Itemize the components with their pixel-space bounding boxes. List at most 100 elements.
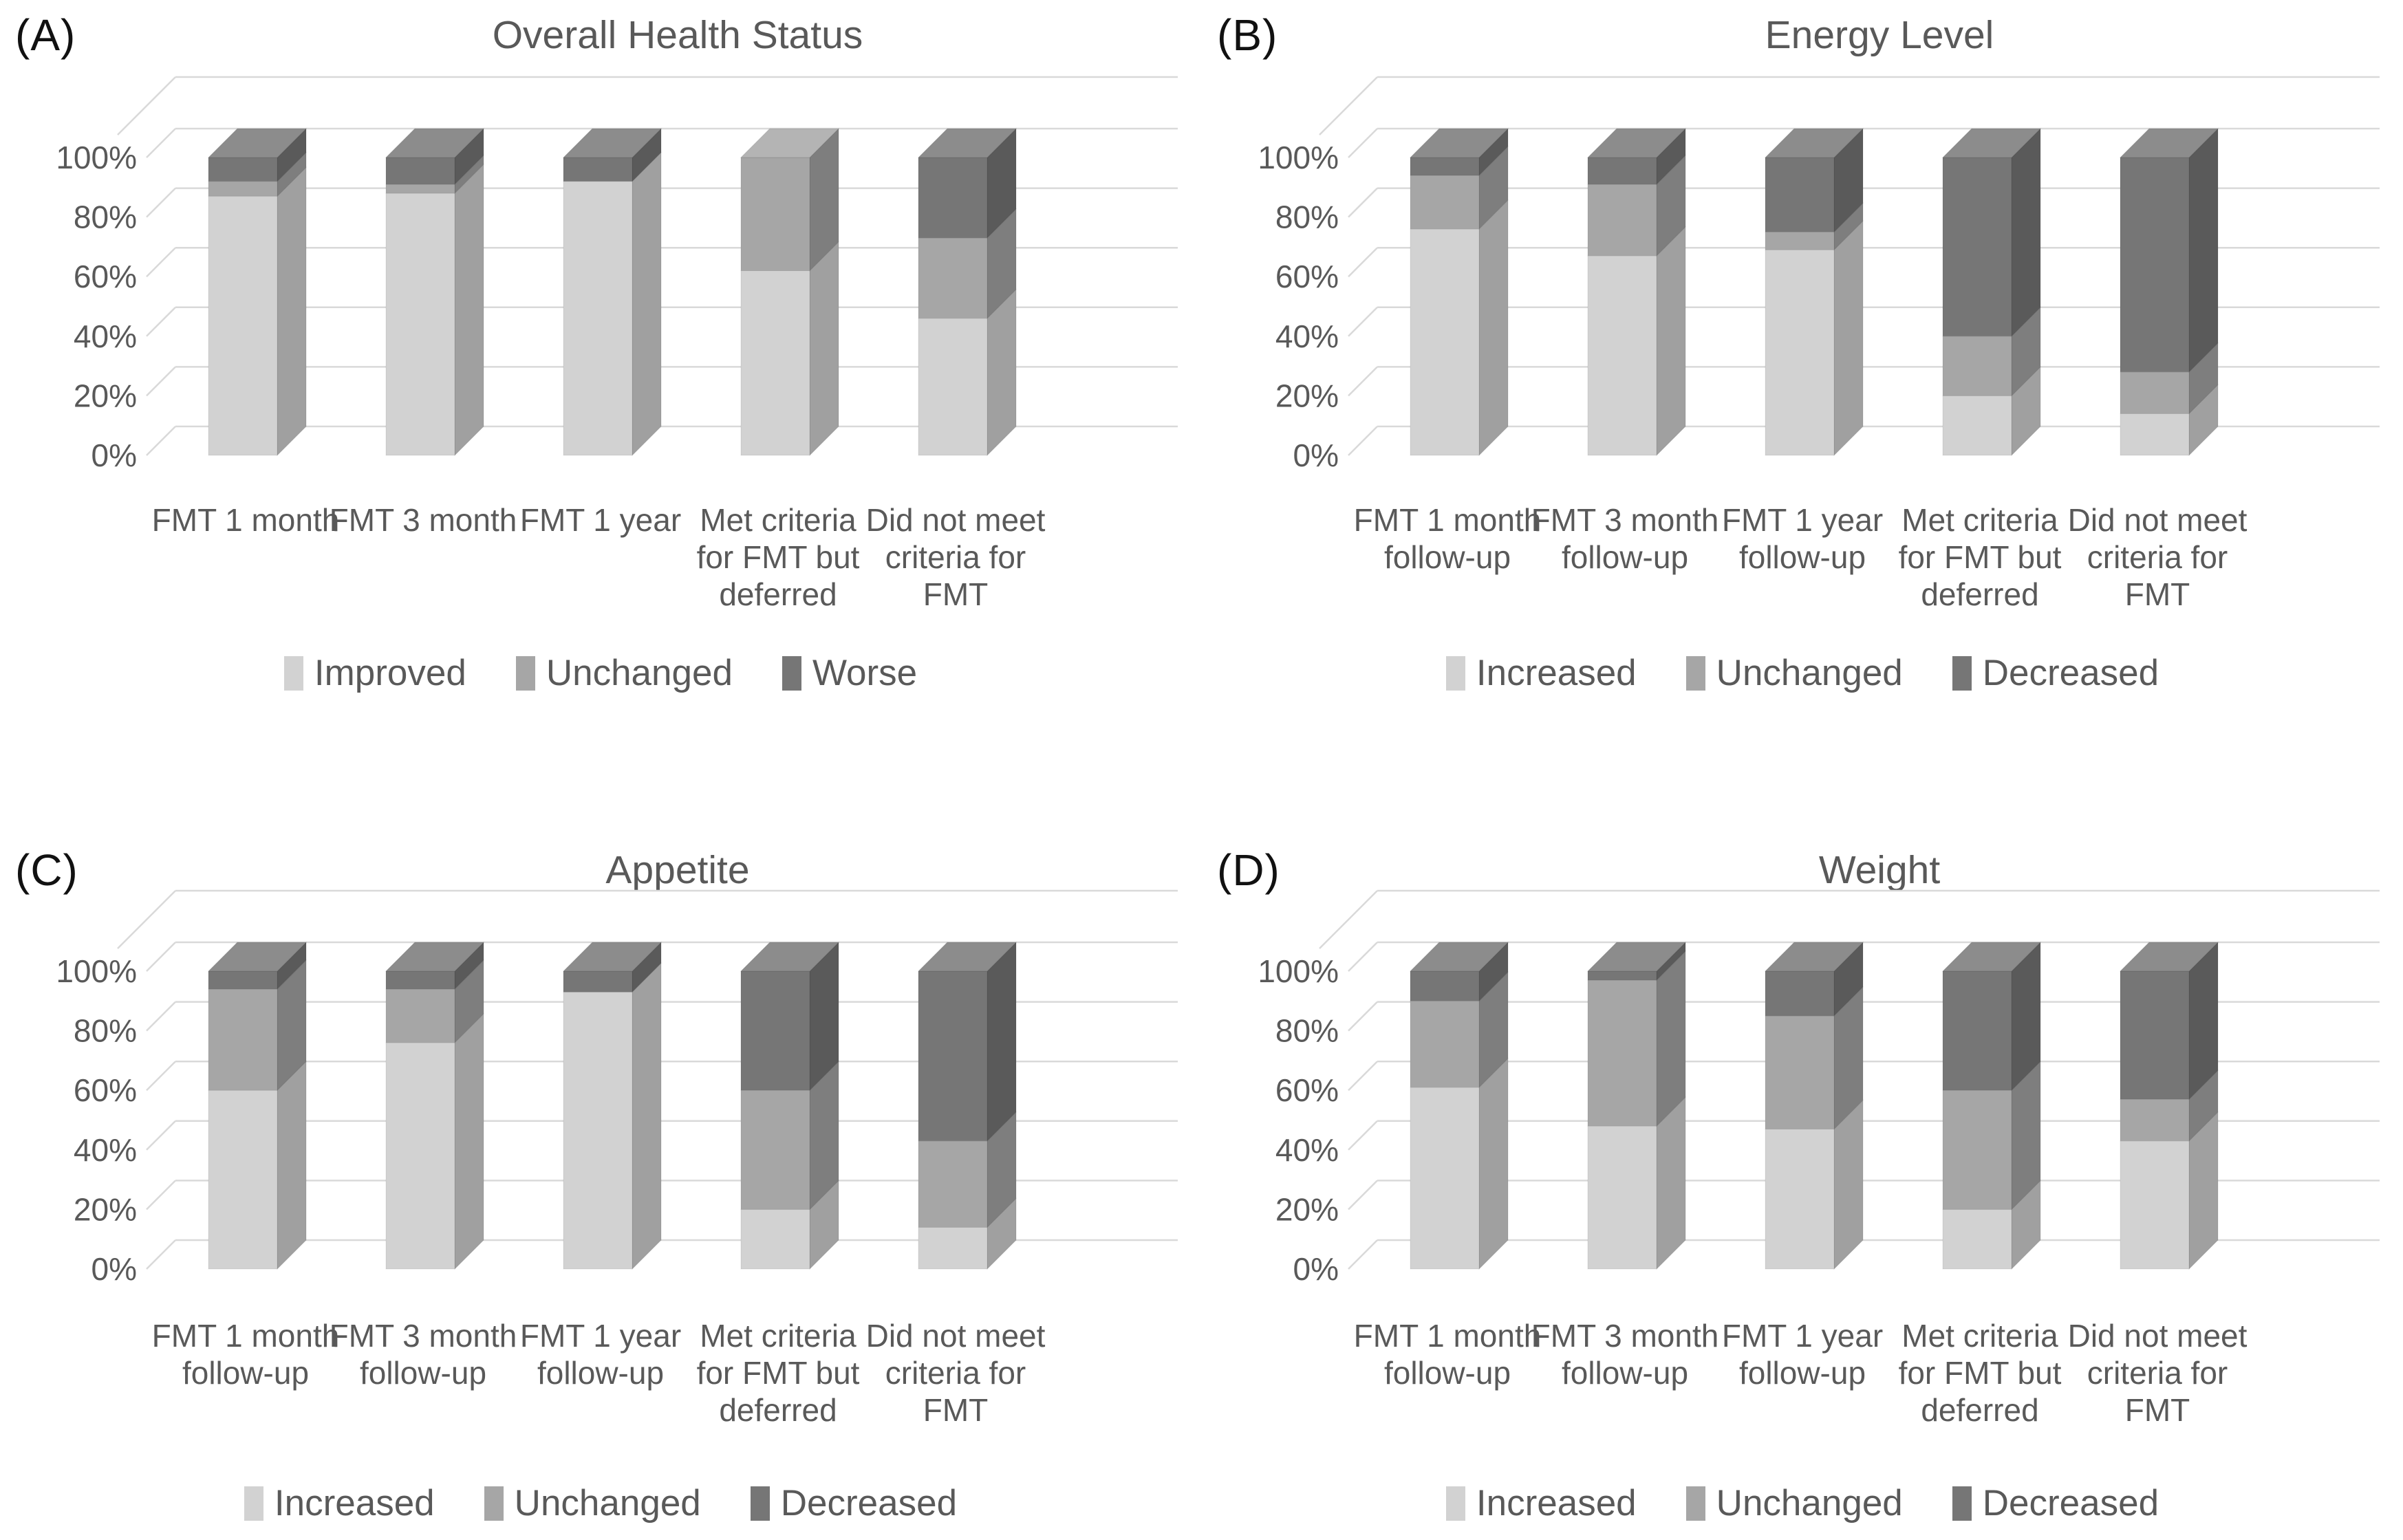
bar-segment: [1410, 1000, 1480, 1088]
y-tick-label: 100%: [56, 140, 137, 175]
legend-label: Decreased: [1982, 1483, 2159, 1523]
x-category-label: FMT 1 year follow-up: [1722, 502, 1883, 575]
bar-segment: [1942, 336, 2012, 396]
panel-c-legend: Increased Unchanged Decreased: [0, 1482, 1201, 1524]
gridline-stub: [1348, 1239, 1378, 1270]
legend-item: Unchanged: [515, 652, 733, 694]
gridline-stub: [1348, 426, 1378, 456]
bar-segment: [1765, 970, 1835, 1017]
bar-top-face: [917, 128, 1017, 158]
bar-segment: [1587, 1125, 1657, 1270]
legend-swatch: [283, 655, 303, 691]
bar-segment: [385, 1042, 455, 1270]
x-category-label: FMT 1 month: [152, 502, 340, 538]
panel-d: (D) Weight 0% 20% 40% 60% 80% 100% FMT 1 month…: [1202, 770, 2403, 1540]
bar-segment-side: [632, 151, 662, 457]
bar-segment-side: [632, 962, 662, 1270]
bar-segment: [1587, 157, 1657, 185]
bar-segment: [1410, 228, 1480, 456]
panel-b-letter: (B): [1217, 10, 1278, 60]
bar-segment: [1410, 175, 1480, 230]
bar-segment-side: [2188, 127, 2219, 373]
x-category-label: Met criteria for FMT but deferred: [697, 1318, 860, 1428]
bar-top-face: [1941, 942, 2042, 972]
bar-top-face: [740, 942, 840, 972]
legend-item: Unchanged: [1685, 652, 1903, 694]
y-tick-label: 40%: [74, 318, 137, 354]
x-category-label: Met criteria for FMT but deferred: [1899, 502, 2062, 612]
bar-segment: [1410, 1087, 1480, 1270]
y-tick-label: 20%: [1275, 378, 1339, 413]
bar-top-face: [385, 942, 485, 972]
legend-swatch: [750, 1486, 770, 1521]
y-tick-label: 60%: [74, 259, 137, 294]
legend-item: Unchanged: [484, 1482, 701, 1524]
bar-segment-side: [1833, 1099, 1864, 1270]
legend-label: Worse: [812, 653, 918, 693]
y-tick-label: 20%: [74, 1191, 137, 1227]
gridline-stub: [146, 1180, 176, 1211]
bar-top-face: [1764, 128, 1864, 158]
y-tick-label: 100%: [1258, 953, 1339, 989]
bar-segment: [208, 181, 278, 197]
bar-segment: [918, 237, 988, 319]
bar-segment: [918, 1226, 988, 1270]
x-category-label: FMT 1 year: [520, 502, 681, 538]
gridline-stub: [1348, 1001, 1378, 1032]
bar-segment: [918, 970, 988, 1142]
panel-b-legend: Increased Unchanged Decreased: [1202, 652, 2403, 694]
bar-segment: [208, 988, 278, 1091]
bar-segment: [563, 991, 633, 1270]
x-category-label: Met criteria for FMT but deferred: [697, 502, 860, 612]
legend-label: Unchanged: [514, 1483, 701, 1523]
y-tick-label: 60%: [1275, 1072, 1339, 1108]
x-category-label: FMT 3 month follow-up: [330, 1318, 517, 1391]
legend-swatch: [1952, 655, 1972, 691]
x-category-label: FMT 3 month: [330, 502, 517, 538]
bar-segment: [1942, 395, 2012, 456]
legend-item: Decreased: [1952, 1482, 2159, 1524]
y-tick-label: 80%: [74, 1013, 137, 1049]
bar-segment: [740, 1208, 810, 1270]
y-tick-label: 80%: [1275, 199, 1339, 235]
legend-item: Increased: [1445, 1482, 1637, 1524]
bar-segment-side: [454, 163, 484, 457]
gridline-stub: [146, 247, 176, 278]
y-tick-label: 60%: [74, 1072, 137, 1108]
bar-segment-side: [1656, 226, 1686, 457]
bar-segment: [2120, 157, 2190, 373]
gridline-stub: [146, 306, 176, 337]
y-tick-label: 80%: [1275, 1013, 1339, 1049]
x-category-label: Met criteria for FMT but deferred: [1899, 1318, 2062, 1428]
panel-a: (A) Overall Health Status 0% 20% 40% 60% 80%…: [0, 0, 1201, 770]
y-tick-label: 20%: [1275, 1191, 1339, 1227]
legend-label: Unchanged: [1716, 653, 1903, 693]
bar-top-face: [740, 128, 840, 158]
bar-segment: [1765, 1015, 1835, 1129]
legend-swatch: [782, 655, 801, 691]
panel-a-letter: (A): [15, 10, 76, 60]
legend-swatch: [1685, 655, 1705, 691]
gridline-stub: [146, 426, 176, 456]
bar-top-face: [917, 942, 1017, 972]
panel-c-letter: (C): [15, 845, 78, 895]
bar-segment: [1587, 184, 1657, 257]
gridline-stub: [146, 1120, 176, 1151]
bar-top-face: [207, 128, 308, 158]
wall-top-stub: [117, 890, 176, 949]
legend-swatch: [484, 1486, 504, 1521]
legend-item: Improved: [283, 652, 466, 694]
bar-top-face: [562, 128, 662, 158]
bar-top-face: [1409, 942, 1509, 972]
bar-segment: [385, 184, 455, 194]
y-tick-label: 0%: [91, 437, 137, 473]
bar-segment: [1587, 970, 1657, 981]
bar-top-face: [1941, 128, 2042, 158]
x-category-label: FMT 1 year follow-up: [520, 1318, 681, 1391]
legend-swatch: [1952, 1486, 1972, 1521]
gridline-stub: [146, 1001, 176, 1032]
bar-segment: [1765, 1128, 1835, 1270]
bar-segment-side: [454, 1012, 484, 1270]
gridline-stub: [146, 1061, 176, 1092]
